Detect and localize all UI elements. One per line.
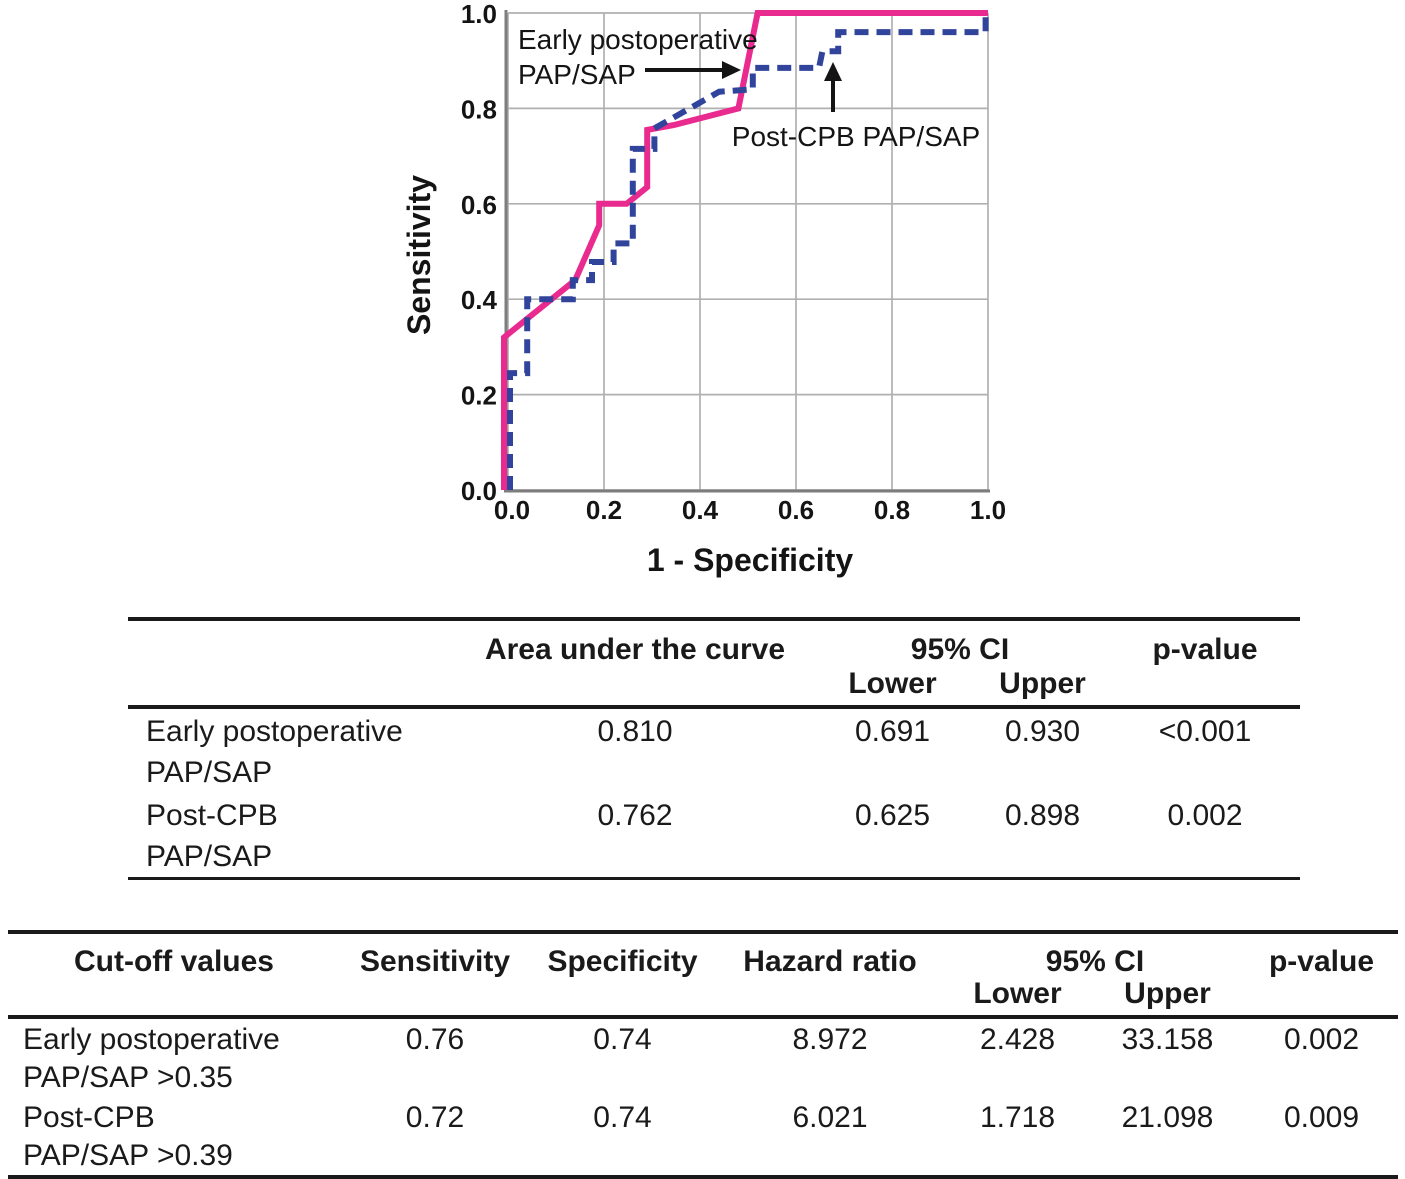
row-label-line1: Post-CPB bbox=[23, 1101, 155, 1134]
x-tick-label: 0.2 bbox=[586, 495, 622, 525]
row-label-line2: PAP/SAP bbox=[146, 840, 273, 873]
ci-lower-value: 2.428 bbox=[979, 1023, 1056, 1056]
hazard-ratio-value: 6.021 bbox=[792, 1101, 868, 1134]
x-axis-title: 1 - Specificity bbox=[647, 542, 854, 578]
annotation-early-postoperative-label: Early postoperative bbox=[518, 24, 758, 55]
y-axis-title: Sensitivity bbox=[401, 175, 437, 335]
row-label-line2: PAP/SAP >0.39 bbox=[23, 1139, 233, 1172]
cutoff-header-specificity: Specificity bbox=[547, 945, 698, 978]
roc-curve-post-cpb bbox=[507, 13, 989, 490]
right-arrow-head-icon bbox=[722, 61, 741, 79]
up-arrow-head-icon bbox=[824, 62, 842, 81]
auc-table-header: Area under the curve 95% CI p-value Lowe… bbox=[128, 621, 1300, 709]
p-value: <0.001 bbox=[1158, 715, 1252, 748]
row-label-line1: Early postoperative bbox=[23, 1023, 280, 1056]
tick-labels: 0.0 0.2 0.4 0.6 0.8 1.0 0.0 0.2 0.4 0.6 0.8 1.0 bbox=[461, 0, 1006, 525]
ci-lower-value: 0.625 bbox=[854, 799, 931, 832]
table-row: Post-CPB PAP/SAP >0.39 0.72 0.74 6.021 1… bbox=[8, 1097, 1398, 1175]
annotations: Early postoperative PAP/SAP Post-CPB PAP/S… bbox=[518, 24, 980, 152]
hazard-ratio-value: 8.972 bbox=[792, 1023, 868, 1056]
auc-subheader-upper: Upper bbox=[999, 667, 1086, 700]
annotation-early-postoperative-label: PAP/SAP bbox=[518, 59, 636, 90]
cutoff-table: Cut-off values Sensitivity Specificity H… bbox=[8, 930, 1398, 1179]
cutoff-subheader-lower: Lower bbox=[973, 977, 1062, 1010]
x-tick-label: 0.8 bbox=[874, 495, 910, 525]
y-tick-label: 0.4 bbox=[461, 285, 498, 315]
cutoff-table-body: Early postoperative PAP/SAP >0.35 0.76 0… bbox=[8, 1019, 1398, 1175]
p-value: 0.009 bbox=[1283, 1101, 1360, 1134]
row-label-line1: Early postoperative bbox=[146, 715, 403, 748]
table-row: Early postoperative PAP/SAP >0.35 0.76 0… bbox=[8, 1019, 1398, 1097]
y-tick-label: 0.8 bbox=[461, 94, 497, 124]
axis-titles: Sensitivity 1 - Specificity bbox=[401, 175, 853, 578]
y-tick-label: 0.0 bbox=[461, 476, 497, 506]
row-label-line1: Post-CPB bbox=[146, 799, 278, 832]
ci-lower-value: 1.718 bbox=[979, 1101, 1056, 1134]
x-tick-label: 0.4 bbox=[682, 495, 719, 525]
table-row: Early postoperative PAP/SAP 0.810 0.691 … bbox=[128, 709, 1300, 793]
ci-upper-value: 21.098 bbox=[1121, 1101, 1214, 1134]
roc-chart: 0.0 0.2 0.4 0.6 0.8 1.0 0.0 0.2 0.4 0.6 0.8 1.0 Sen… bbox=[401, 0, 1006, 578]
y-tick-label: 0.2 bbox=[461, 381, 497, 411]
row-label: Early postoperative PAP/SAP >0.35 bbox=[8, 1021, 340, 1097]
cutoff-header-p-value: p-value bbox=[1268, 945, 1375, 978]
annotation-post-cpb-label: Post-CPB PAP/SAP bbox=[732, 121, 980, 152]
ci-upper-value: 0.930 bbox=[1004, 715, 1081, 748]
auc-header-95ci: 95% CI bbox=[910, 633, 1010, 666]
cutoff-subheader-upper: Upper bbox=[1124, 977, 1211, 1010]
ci-upper-value: 33.158 bbox=[1121, 1023, 1214, 1056]
p-value: 0.002 bbox=[1283, 1023, 1360, 1056]
row-label-line2: PAP/SAP >0.35 bbox=[23, 1061, 233, 1094]
cutoff-header-hazard-ratio: Hazard ratio bbox=[743, 945, 917, 978]
auc-subheader-lower: Lower bbox=[848, 667, 937, 700]
row-label: Early postoperative PAP/SAP bbox=[128, 711, 460, 793]
specificity-value: 0.74 bbox=[593, 1101, 652, 1134]
auc-value: 0.810 bbox=[597, 715, 673, 748]
sensitivity-value: 0.76 bbox=[405, 1023, 465, 1056]
ci-upper-value: 0.898 bbox=[1004, 799, 1081, 832]
gridlines bbox=[507, 12, 989, 491]
cutoff-header-cutoff-values: Cut-off values bbox=[73, 945, 274, 978]
sensitivity-value: 0.72 bbox=[405, 1101, 465, 1134]
auc-header-empty bbox=[128, 621, 460, 679]
y-tick-label: 0.6 bbox=[461, 190, 497, 220]
x-tick-label: 1.0 bbox=[970, 495, 1006, 525]
auc-value: 0.762 bbox=[597, 799, 673, 832]
cutoff-header-95ci: 95% CI bbox=[1045, 945, 1145, 978]
cutoff-table-header: Cut-off values Sensitivity Specificity H… bbox=[8, 934, 1398, 1019]
row-label: Post-CPB PAP/SAP >0.39 bbox=[8, 1099, 340, 1175]
cutoff-header-sensitivity: Sensitivity bbox=[359, 945, 511, 978]
auc-table: Area under the curve 95% CI p-value Lowe… bbox=[128, 617, 1300, 880]
table-row: Post-CPB PAP/SAP 0.762 0.625 0.898 0.002 bbox=[128, 793, 1300, 877]
auc-table-body: Early postoperative PAP/SAP 0.810 0.691 … bbox=[128, 709, 1300, 877]
roc-curves bbox=[501, 10, 989, 490]
row-label: Post-CPB PAP/SAP bbox=[128, 795, 460, 877]
auc-header-p-value: p-value bbox=[1152, 633, 1258, 666]
specificity-value: 0.74 bbox=[593, 1023, 652, 1056]
row-label-line2: PAP/SAP bbox=[146, 756, 273, 789]
x-tick-label: 0.6 bbox=[778, 495, 814, 525]
auc-header-area-under-curve: Area under the curve bbox=[484, 633, 786, 666]
p-value: 0.002 bbox=[1167, 799, 1243, 832]
ci-lower-value: 0.691 bbox=[854, 715, 931, 748]
x-tick-label: 0.0 bbox=[494, 495, 530, 525]
y-tick-label: 1.0 bbox=[461, 0, 497, 29]
